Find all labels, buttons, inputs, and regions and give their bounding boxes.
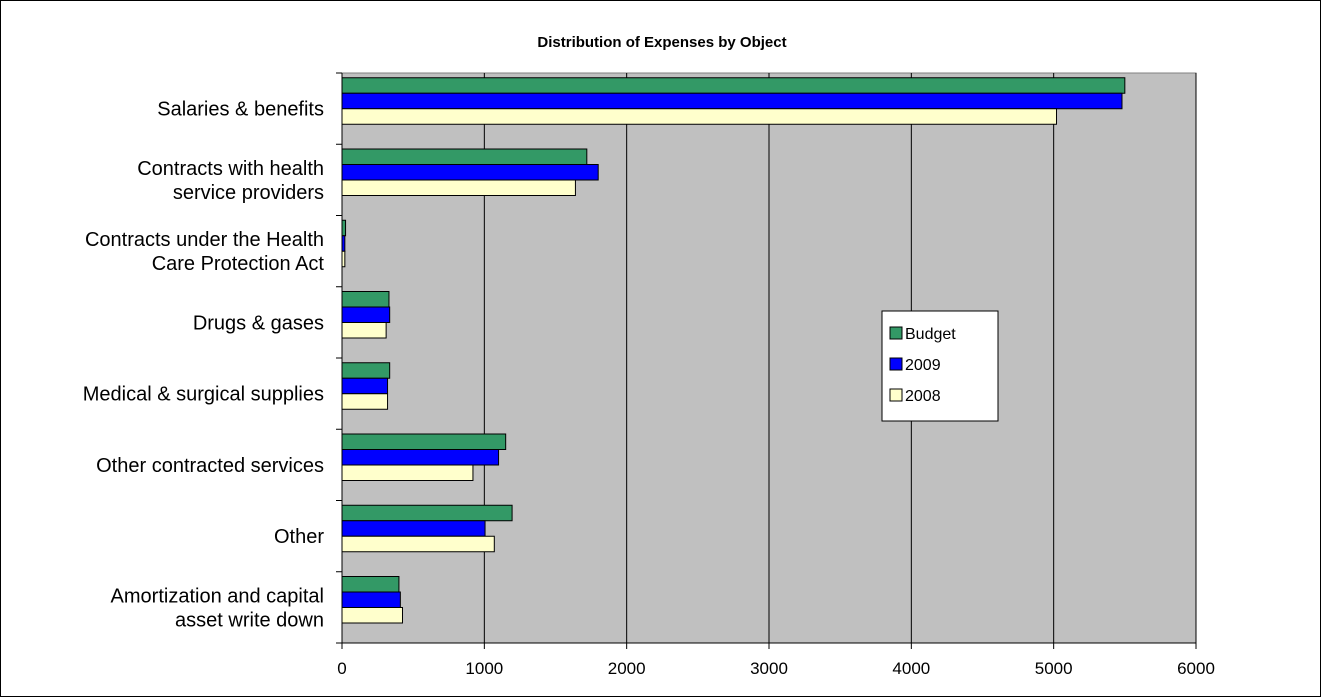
x-tick-label: 5000 bbox=[1035, 659, 1073, 678]
bar-2008-1 bbox=[341, 179, 576, 196]
category-labels: Salaries & benefits Contracts with health… bbox=[83, 99, 325, 632]
bar-2008-5 bbox=[341, 464, 474, 481]
legend-label-2009: 2009 bbox=[905, 357, 941, 374]
bar-2008-7 bbox=[341, 607, 403, 624]
bar-budget-7 bbox=[341, 576, 400, 593]
x-tick-label: 6000 bbox=[1177, 659, 1215, 678]
category-label: Contracts with health service providers bbox=[137, 158, 324, 204]
bar-budget-5 bbox=[341, 433, 507, 450]
axes bbox=[336, 72, 1197, 649]
bar-2009-0 bbox=[341, 92, 1123, 110]
x-tick-label: 4000 bbox=[892, 659, 930, 678]
bar-2009-5 bbox=[341, 449, 500, 466]
bar-2009-1 bbox=[341, 164, 599, 181]
bar-2008-0 bbox=[341, 108, 1058, 125]
bar-budget-0 bbox=[341, 77, 1126, 94]
bar-2008-6 bbox=[341, 535, 495, 553]
category-label: Medical & surgical supplies bbox=[83, 384, 324, 406]
chart-title: Distribution of Expenses by Object bbox=[537, 34, 786, 51]
category-label: Salaries & benefits bbox=[157, 99, 324, 121]
bar-budget-4 bbox=[341, 362, 391, 379]
x-tick-label: 2000 bbox=[608, 659, 646, 678]
bar-2008-4 bbox=[341, 393, 389, 410]
category-label: Contracts under the Health Care Protectio… bbox=[85, 229, 324, 275]
x-tick-label: 0 bbox=[337, 659, 346, 678]
bar-budget-1 bbox=[341, 148, 588, 165]
category-label: Amortization and capital asset write down bbox=[111, 585, 324, 631]
legend-swatch-budget bbox=[889, 326, 903, 340]
bar-budget-2 bbox=[341, 219, 347, 237]
bar-budget-3 bbox=[341, 291, 390, 308]
x-tick-label: 1000 bbox=[465, 659, 503, 678]
legend: Budget 2009 2008 bbox=[881, 310, 999, 422]
category-label: Drugs & gases bbox=[193, 312, 324, 334]
bars bbox=[341, 77, 1126, 624]
category-label: Other contracted services bbox=[96, 455, 324, 477]
bar-budget-6 bbox=[341, 504, 513, 522]
bar-2009-3 bbox=[341, 306, 391, 323]
x-tick-labels: 0 1000 2000 3000 4000 5000 6000 bbox=[337, 659, 1215, 678]
bar-2009-6 bbox=[341, 520, 486, 537]
bar-2009-4 bbox=[341, 377, 389, 395]
legend-swatch-2008 bbox=[889, 388, 903, 402]
bar-2009-7 bbox=[341, 591, 401, 608]
legend-swatch-2009 bbox=[889, 357, 903, 371]
legend-label-2008: 2008 bbox=[905, 388, 941, 405]
category-label: Other bbox=[274, 526, 324, 548]
bar-2008-3 bbox=[341, 322, 387, 339]
x-tick-label: 3000 bbox=[750, 659, 788, 678]
legend-label-budget: Budget bbox=[905, 326, 956, 343]
